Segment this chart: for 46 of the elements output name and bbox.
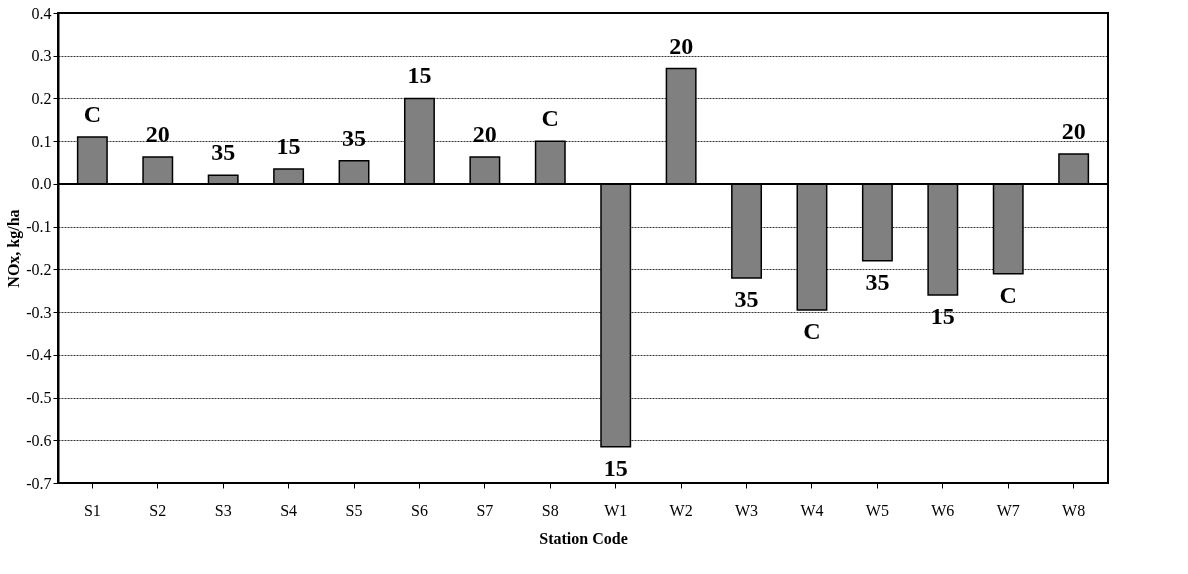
annotation: 20	[669, 32, 694, 59]
annotation: 15	[930, 303, 955, 329]
y-axis-title: NOx, kg/ha	[5, 209, 24, 288]
y-tick-label: -0.1	[26, 218, 52, 236]
x-tick-label: S6	[411, 501, 428, 519]
y-tick-label: 0.3	[31, 47, 52, 65]
annotation: 35	[342, 124, 367, 151]
x-tick-label: S3	[214, 501, 232, 519]
annotation: C	[803, 317, 821, 344]
y-tick-label: 0.1	[31, 132, 52, 150]
annotation: 20	[1061, 118, 1086, 144]
x-tick-label: W1	[604, 501, 628, 519]
annotation: 15	[276, 132, 301, 159]
annotation: C	[999, 281, 1017, 308]
y-tick-label: -0.2	[26, 260, 52, 278]
x-axis-title: Station Code	[539, 529, 628, 547]
annotation: 20	[145, 120, 170, 147]
annotation: 20	[472, 120, 497, 147]
annotation: 35	[865, 268, 890, 295]
x-tick-label: W8	[1062, 501, 1086, 519]
y-tick-label: 0.2	[31, 89, 52, 107]
x-tick-label: W6	[931, 501, 955, 519]
x-tick-label: W3	[735, 501, 759, 519]
y-tick-label: 0.0	[31, 175, 52, 193]
x-tick-label: W4	[800, 501, 824, 519]
annotation: C	[541, 105, 559, 132]
annotation: 35	[734, 285, 759, 312]
x-tick-label: S7	[476, 501, 494, 519]
annotation: C	[83, 100, 102, 127]
x-tick-label: W7	[996, 501, 1020, 519]
x-tick-label: W2	[669, 501, 693, 519]
x-tick-label: S1	[83, 501, 101, 519]
annotation: 15	[603, 454, 628, 481]
x-tick-label: S2	[149, 501, 167, 519]
annotation: 35	[211, 139, 236, 166]
x-tick-label: S8	[541, 501, 559, 519]
x-tick-label: W5	[865, 501, 889, 519]
x-tick-label: S4	[280, 501, 298, 519]
y-tick-label: -0.6	[26, 431, 52, 449]
y-tick-label: -0.4	[26, 346, 52, 364]
x-tick-label: S5	[345, 501, 363, 519]
y-tick-label: 0.4	[31, 4, 52, 22]
annotation: 15	[407, 62, 432, 89]
y-tick-label: -0.5	[26, 389, 52, 407]
y-tick-label: -0.3	[26, 303, 52, 321]
y-tick-label: -0.7	[26, 474, 52, 492]
